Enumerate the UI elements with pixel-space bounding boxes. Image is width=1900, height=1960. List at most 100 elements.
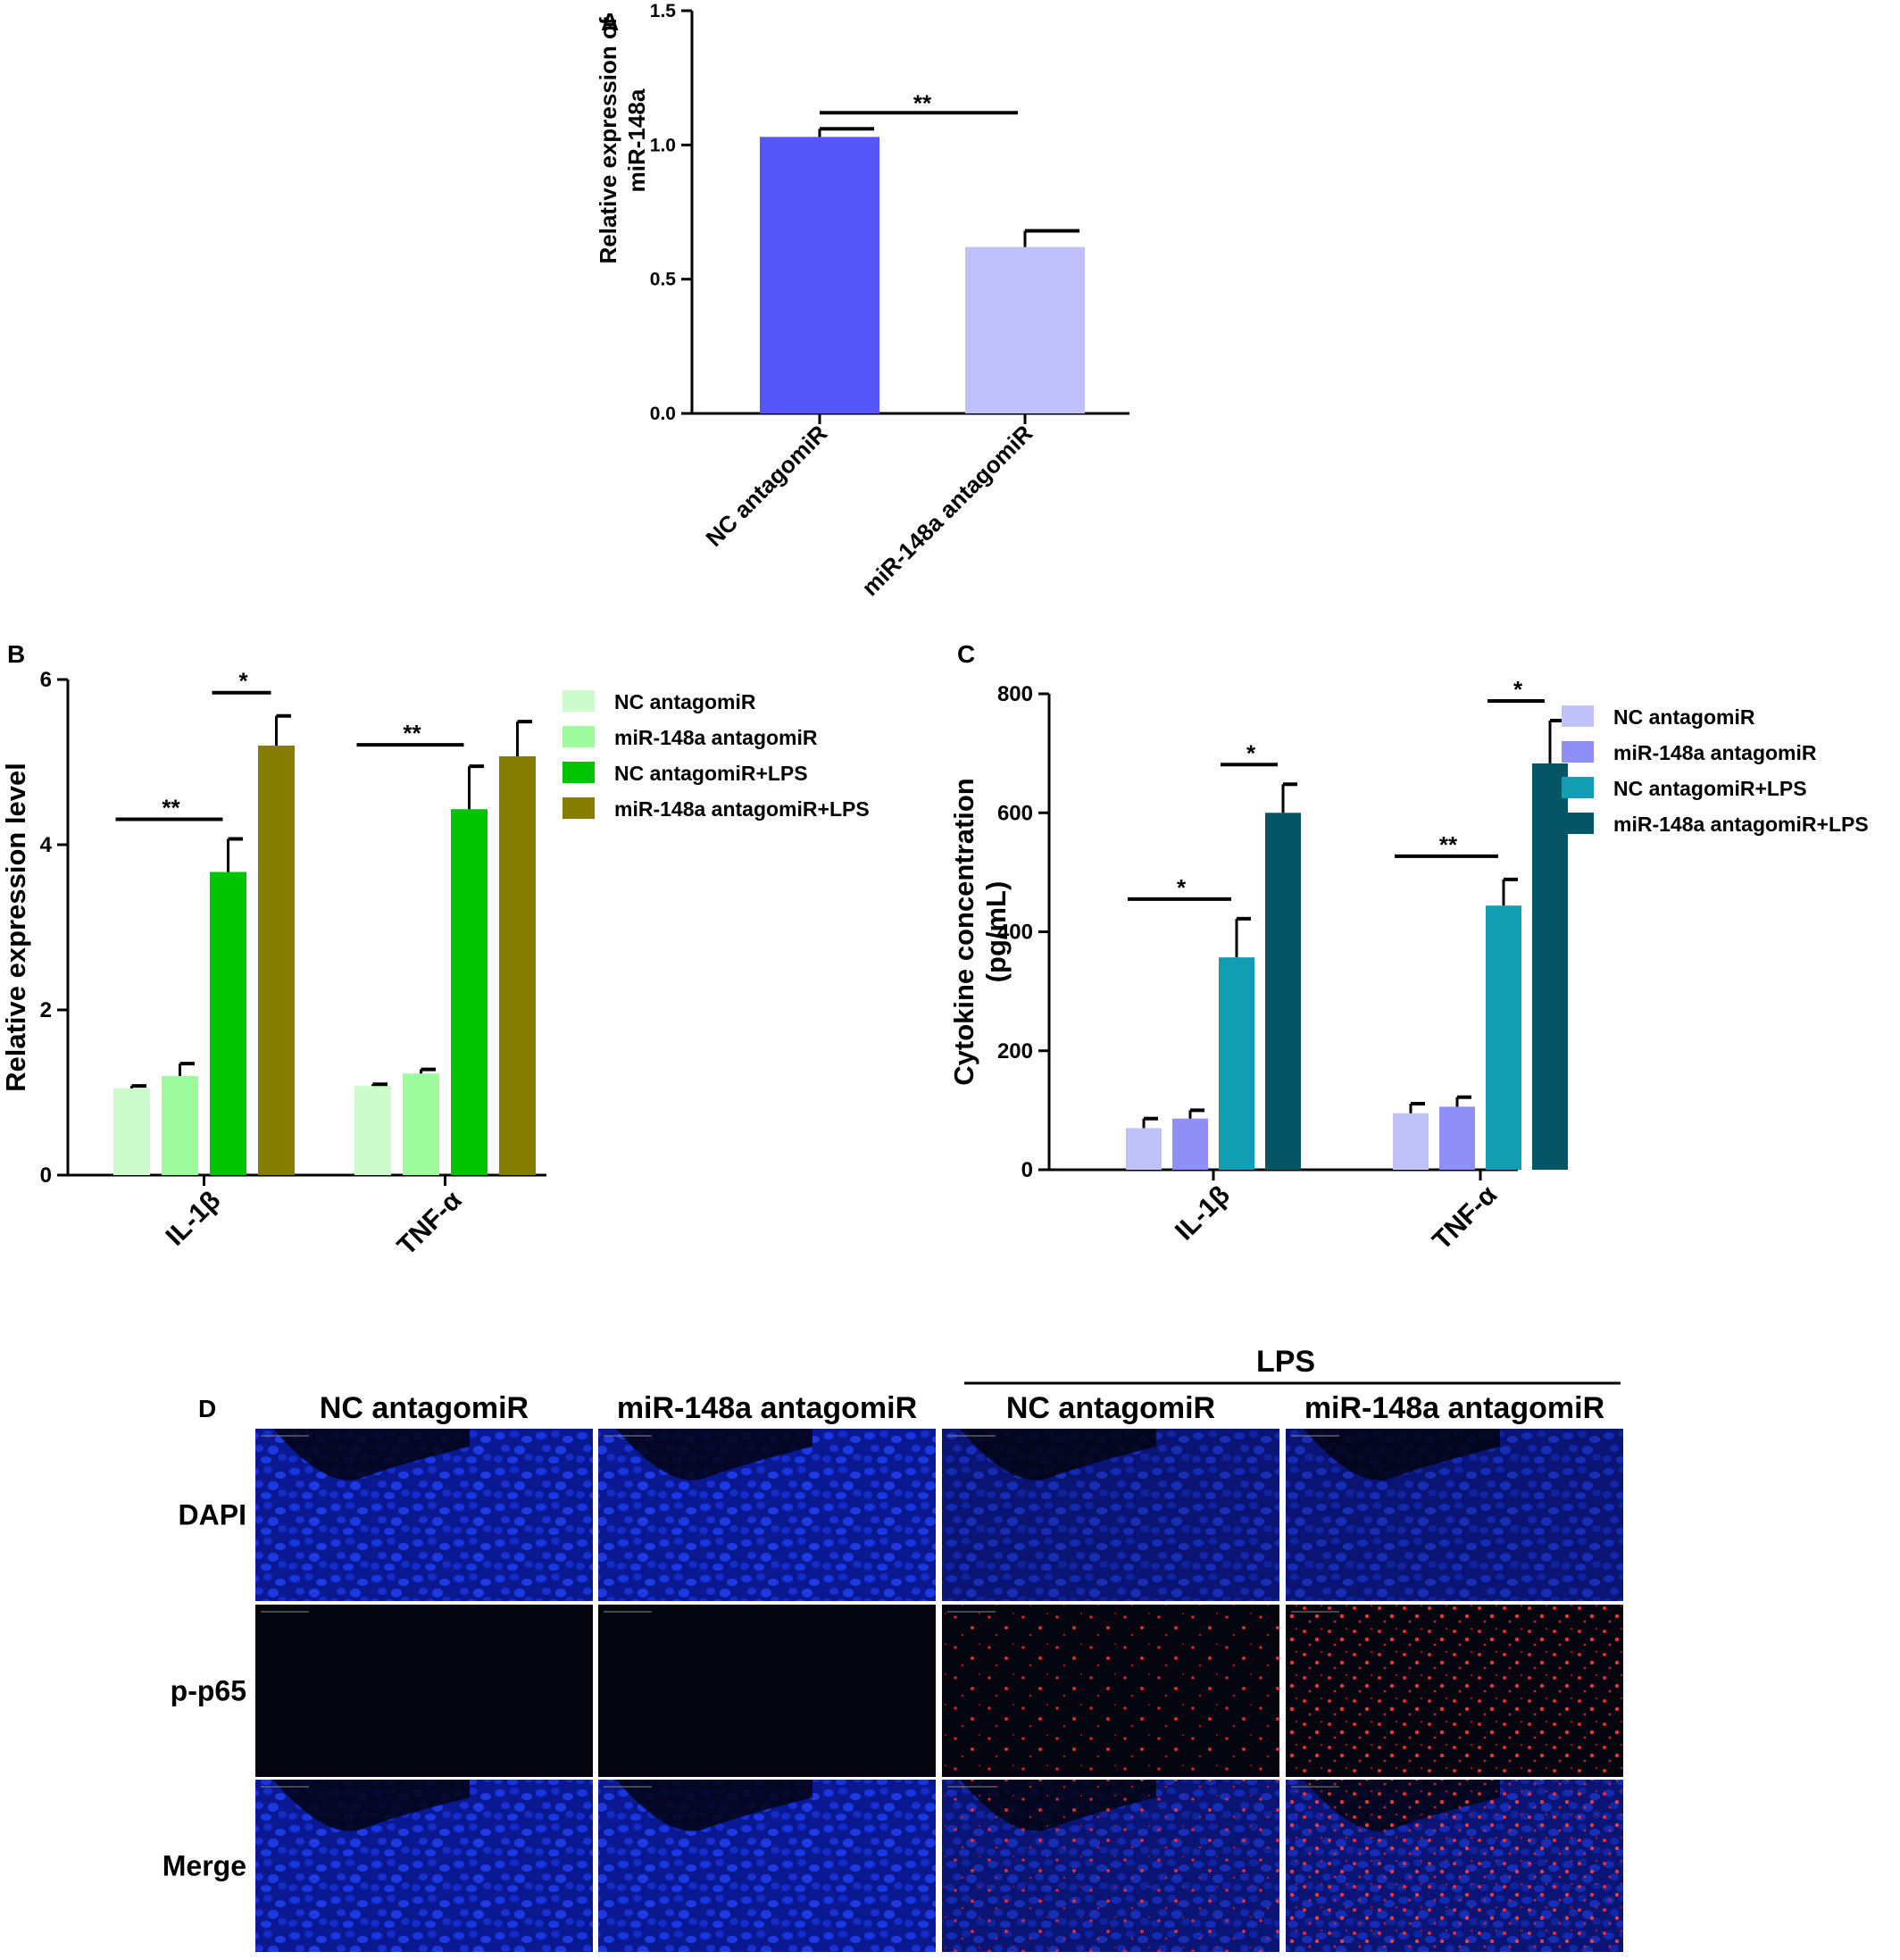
x-tick-label: IL-1β	[1170, 1180, 1236, 1247]
tile-red-signal	[1286, 1605, 1623, 1777]
panel-b-chart: B 0 2 4 6 Relative expression level IL-1β TNF-…	[0, 640, 870, 1261]
y-tick-label: 2	[40, 998, 52, 1022]
legend-swatch	[562, 797, 595, 819]
legend-label: NC antagomiR	[1613, 705, 1755, 729]
panel-label-b: B	[7, 640, 25, 668]
significance-label: **	[162, 795, 180, 822]
y-tick-label: 800	[997, 682, 1033, 706]
bar-TNF-α-3	[1486, 905, 1521, 1170]
bar-IL-1β-1	[1126, 1128, 1162, 1170]
significance-label: **	[403, 720, 421, 746]
micrograph-tile	[598, 1605, 936, 1777]
bar-IL-1β-3	[1219, 957, 1254, 1170]
column-header: miR-148a antagomiR	[617, 1391, 917, 1425]
row-label-p-p65: p-p65	[171, 1675, 246, 1707]
panel-label-c: C	[957, 640, 975, 668]
bar-TNF-α-4	[499, 756, 536, 1175]
bar-TNF-α-1	[1393, 1113, 1429, 1170]
panel-d-figure: D LPS NC antagomiR miR-148a antagomiR NC an…	[162, 1345, 1623, 1952]
y-tick-label: 0.0	[650, 404, 676, 424]
tile-background	[598, 1605, 936, 1777]
micrograph-tile	[598, 1780, 936, 1952]
significance-label: **	[913, 89, 932, 116]
bar-IL-1β-2	[1172, 1118, 1208, 1170]
bar-IL-1β-3	[210, 872, 246, 1175]
bar-IL-1β-4	[1265, 813, 1301, 1170]
legend-label: miR-148a antagomiR+LPS	[1613, 813, 1869, 836]
micrograph-tile	[1286, 1429, 1623, 1601]
y-tick-label: 1.0	[650, 135, 676, 155]
bar-TNF-α-3	[451, 809, 488, 1175]
y-tick-label: 0	[1021, 1158, 1033, 1182]
lps-group-label: LPS	[1256, 1345, 1315, 1379]
legend-label: miR-148a antagomiR	[614, 726, 818, 749]
tile-dark-region	[616, 1780, 812, 1831]
significance-label: *	[1177, 874, 1187, 901]
legend-swatch	[1562, 777, 1594, 798]
panel-label-d: D	[198, 1395, 216, 1422]
bar-TNF-α-1	[354, 1086, 391, 1175]
row-label-merge: Merge	[162, 1850, 246, 1882]
tile-red-signal	[942, 1780, 1279, 1952]
micrograph-tile	[1286, 1780, 1623, 1952]
micrograph-tile	[255, 1780, 593, 1952]
panel-label-a: A	[601, 8, 619, 36]
y-tick-label: 0	[40, 1163, 52, 1188]
y-tick-label: 600	[997, 801, 1033, 825]
legend-label: NC antagomiR+LPS	[614, 762, 808, 785]
legend-swatch	[562, 762, 595, 783]
column-header: miR-148a antagomiR	[1304, 1391, 1604, 1425]
bar-2	[965, 246, 1085, 413]
y-axis-title-line: Relative expression of	[595, 17, 621, 263]
tile-red-signal	[1286, 1780, 1623, 1952]
micrograph-tile	[942, 1780, 1279, 1952]
y-tick-label: 200	[997, 1039, 1033, 1063]
tile-dark-region	[616, 1429, 812, 1480]
significance-label: *	[238, 668, 248, 695]
y-tick-label: 4	[40, 833, 53, 857]
column-header: NC antagomiR	[320, 1391, 529, 1425]
y-axis-title-line: Relative expression level	[0, 763, 31, 1092]
legend-swatch	[562, 726, 595, 747]
column-header: NC antagomiR	[1006, 1391, 1215, 1425]
tile-red-signal	[942, 1605, 1279, 1777]
bar-1	[760, 137, 879, 413]
y-axis-title: Cytokine concentration(pg/mL)	[948, 778, 1012, 1086]
legend-label: NC antagomiR+LPS	[1613, 777, 1807, 800]
y-tick-label: 1.5	[650, 1, 677, 21]
tile-dark-region	[1304, 1429, 1500, 1480]
micrograph-tile	[598, 1429, 936, 1601]
bar-IL-1β-2	[162, 1076, 198, 1175]
tile-background	[255, 1605, 593, 1777]
y-tick-label: 0.5	[650, 270, 677, 290]
legend-label: miR-148a antagomiR+LPS	[614, 797, 870, 821]
y-axis-title-line: miR-148a	[623, 88, 650, 192]
x-tick-label: TNF-α	[1427, 1180, 1503, 1255]
y-tick-label: 6	[40, 668, 52, 692]
x-tick-label: NC antagomiR	[700, 420, 832, 552]
y-axis-title-line: Cytokine concentration	[948, 778, 979, 1086]
significance-label: **	[1439, 831, 1458, 858]
legend-swatch	[1562, 705, 1594, 727]
x-tick-label: IL-1β	[160, 1186, 226, 1252]
legend-label: miR-148a antagomiR	[1613, 741, 1817, 764]
significance-label: *	[1513, 676, 1523, 703]
bar-IL-1β-4	[258, 746, 295, 1175]
bar-TNF-α-2	[1439, 1106, 1475, 1170]
x-tick-label: miR-148a antagomiR	[856, 420, 1038, 601]
panel-c-chart: C 0 200 400 600 800 Cytokine concentration(pg…	[948, 640, 1869, 1255]
micrograph-tile	[1286, 1605, 1623, 1777]
y-axis-title-line: (pg/mL)	[980, 881, 1012, 983]
row-label-dapi: DAPI	[179, 1499, 246, 1531]
legend-label: NC antagomiR	[614, 690, 756, 713]
y-axis-title: Relative expression level	[0, 763, 31, 1092]
legend-swatch	[562, 690, 595, 712]
y-tick-label: 400	[997, 921, 1033, 945]
tile-dark-region	[960, 1429, 1156, 1480]
bar-IL-1β-1	[113, 1088, 150, 1175]
tile-dark-region	[273, 1780, 470, 1831]
bar-TNF-α-2	[403, 1073, 439, 1175]
y-axis-title: Relative expression ofmiR-148a	[595, 17, 650, 263]
x-tick-label: TNF-α	[392, 1185, 468, 1261]
